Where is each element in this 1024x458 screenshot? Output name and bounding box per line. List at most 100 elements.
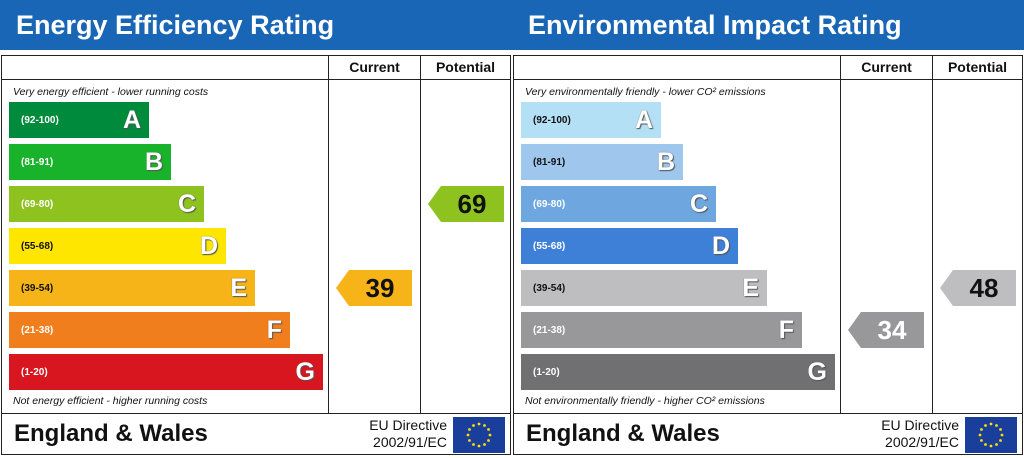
current-rating-arrow-shape [848,312,924,348]
region-label: England & Wales [526,420,720,447]
rating-band-b: (81-91) B [9,144,171,180]
bottom-note: Not energy efficient - higher running co… [13,395,208,407]
top-note: Very energy efficient - lower running co… [13,86,209,98]
divider [328,56,329,414]
directive-line-2: 2002/91/EC [373,434,447,450]
rating-band-c: (69-80) C [521,186,716,222]
rating-band-f: (21-38) F [9,312,290,348]
band-range-label: (21-38) [21,325,54,336]
band-range-label: (69-80) [21,199,54,210]
rating-band-d: (55-68) D [9,228,226,264]
eu-flag-stars [978,422,1004,448]
rating-frame: Current Potential Very environmentally f… [513,55,1023,455]
band-letter-label: D [711,232,730,260]
potential-column-header: Potential [947,59,1008,75]
divider [932,56,933,414]
eu-flag-star [999,428,1002,431]
band-range-label: (69-80) [533,199,566,210]
directive-line-1: EU Directive [881,417,959,433]
eu-directive: EU Directive 2002/91/EC [854,417,959,451]
eu-flag-star [487,439,490,442]
divider [840,56,841,414]
chart-title: Environmental Impact Rating [512,0,1024,50]
band-range-label: (1-20) [21,367,48,378]
eu-flag-icon [965,417,1017,453]
directive-line-1: EU Directive [369,417,447,433]
rating-frame: Current Potential Very energy efficient … [1,55,511,455]
rating-band-f: (21-38) F [521,312,802,348]
current-column-header: Current [861,59,912,75]
band-letter-label: A [122,106,141,134]
current-rating-value: 34 [877,315,907,345]
band-letter-label: C [689,190,708,218]
current-column-header: Current [349,59,400,75]
band-range-label: (21-38) [533,325,566,336]
bottom-note: Not environmentally friendly - higher CO… [525,395,765,407]
eu-flag-star [466,433,470,437]
band-range-label: (39-54) [533,283,566,294]
band-range-label: (81-91) [21,157,54,168]
band-letter-label: F [266,316,282,344]
band-range-label: (81-91) [533,157,566,168]
current-rating-arrow: 34 [848,312,924,348]
eu-flag-star [995,443,998,446]
eu-flag-icon [453,417,505,453]
band-range-label: (55-68) [21,241,54,252]
eu-flag-star [468,428,471,431]
rating-band-b: (81-91) B [521,144,683,180]
chart-title: Energy Efficiency Rating [0,0,512,50]
top-note: Very environmentally friendly - lower CO… [525,86,766,98]
band-range-label: (92-100) [533,115,571,126]
band-letter-label: E [742,274,759,302]
band-letter-label: G [807,358,827,386]
energy-efficiency-panel: Energy Efficiency Rating Current Potenti… [0,0,512,457]
current-rating-arrow: 39 [336,270,412,306]
rating-band-g: (1-20) G [9,354,323,390]
band-letter-label: E [230,274,247,302]
environmental-impact-panel: Environmental Impact Rating Current Pote… [512,0,1024,457]
current-rating-value: 39 [365,273,395,303]
potential-rating-value: 48 [969,273,999,303]
band-letter-label: C [177,190,196,218]
current-rating-arrow-shape [336,270,412,306]
divider [514,79,1022,80]
rating-band-g: (1-20) G [521,354,835,390]
band-range-label: (55-68) [533,241,566,252]
eu-flag-star [468,439,471,442]
eu-flag-star [472,424,475,427]
eu-flag-star [980,439,983,442]
potential-rating-arrow: 48 [940,270,1016,306]
directive-line-2: 2002/91/EC [885,434,959,450]
eu-flag-star [483,443,486,446]
rating-band-a: (92-100) A [521,102,661,138]
band-range-label: (1-20) [533,367,560,378]
eu-flag-star [477,422,481,426]
eu-flag-star [980,428,983,431]
rating-band-e: (39-54) E [9,270,255,306]
eu-flag-star [995,424,998,427]
divider [2,79,510,80]
eu-flag-stars [466,422,492,448]
rating-band-e: (39-54) E [521,270,767,306]
divider [2,413,510,414]
divider [420,56,421,414]
potential-rating-value: 69 [457,189,487,219]
eu-flag-star [483,424,486,427]
potential-rating-arrow: 69 [428,186,504,222]
band-letter-label: D [199,232,218,260]
rating-band-c: (69-80) C [9,186,204,222]
rating-band-a: (92-100) A [9,102,149,138]
potential-rating-arrow-shape [940,270,1016,306]
eu-flag-star [984,443,987,446]
eu-flag-star [978,433,982,437]
region-label: England & Wales [14,420,208,447]
band-letter-label: A [634,106,653,134]
divider [514,413,1022,414]
eu-flag-star [1000,433,1004,437]
eu-flag-star [472,443,475,446]
eu-flag-star [487,428,490,431]
eu-directive: EU Directive 2002/91/EC [342,417,447,451]
potential-column-header: Potential [435,59,496,75]
band-letter-label: B [656,148,675,176]
band-letter-label: G [295,358,315,386]
